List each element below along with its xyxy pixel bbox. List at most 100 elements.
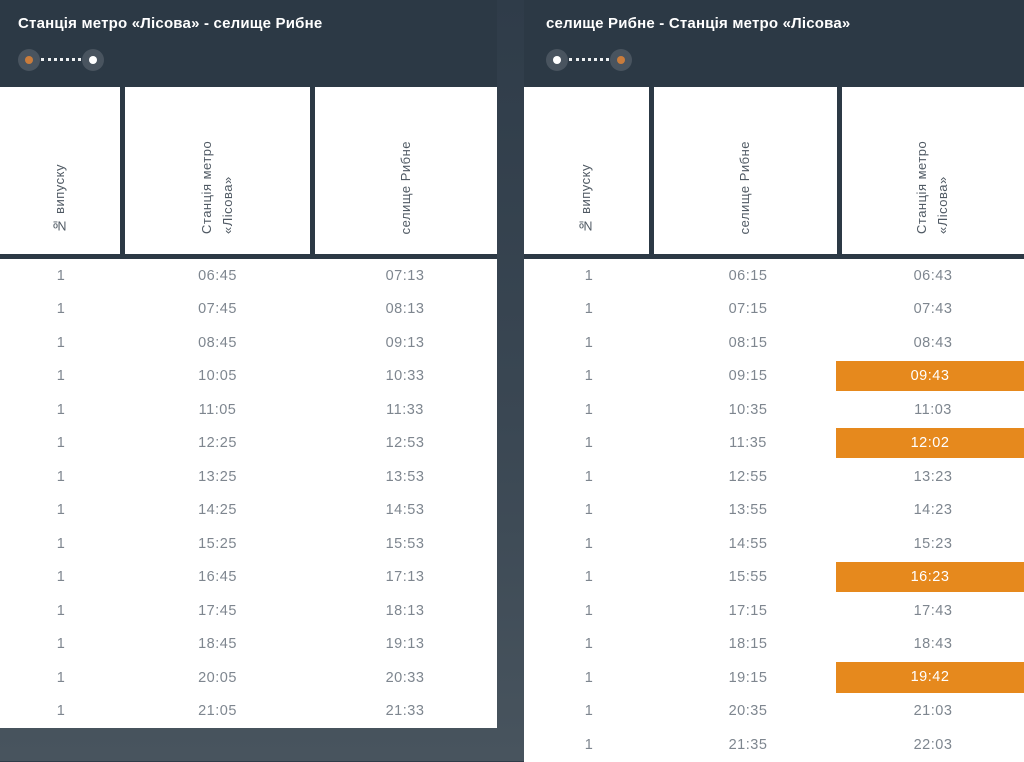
arrival-time-cell: 15:23	[913, 535, 953, 552]
timetable-row: 1 10:35 11:03	[524, 393, 1024, 427]
arrival-time-cell: 10:33	[385, 368, 425, 385]
timetable-row: 1 14:55 15:23	[524, 527, 1024, 561]
departure-time-cell: 17:45	[198, 602, 237, 619]
arrival-time-cell: 13:23	[913, 468, 953, 485]
timetable-row: 1 11:05 11:33	[0, 393, 497, 427]
arrival-time-cell: 13:53	[385, 468, 425, 485]
route-start-circle	[546, 48, 568, 71]
departure-time-cell: 17:15	[728, 602, 768, 619]
route-dotted-line	[41, 58, 81, 62]
timetable-row: 1 21:05 21:33	[0, 695, 497, 729]
departure-time-cell: 14:55	[728, 535, 768, 552]
timetable-row: 1 06:45 07:13	[0, 259, 497, 293]
departure-time-cell: 13:55	[728, 502, 768, 519]
trip-number-cell: 1	[56, 301, 66, 318]
departure-time-cell: 21:35	[728, 736, 768, 753]
panel-header: Станція метро «Лісова» - селище Рибне	[0, 0, 497, 87]
departure-time-cell: 12:55	[728, 468, 768, 485]
trip-number-cell: 1	[56, 669, 66, 686]
trip-number-cell: 1	[584, 267, 594, 284]
trip-number-cell: 1	[584, 301, 594, 318]
trip-number-cell: 1	[56, 468, 66, 485]
arrival-time-cell: 18:43	[913, 636, 953, 653]
trip-number-cell: 1	[584, 602, 594, 619]
trip-number-cell: 1	[56, 602, 66, 619]
departure-time-cell: 20:05	[198, 669, 237, 686]
departure-time-cell: 09:15	[728, 368, 768, 385]
timetable-row: 1 12:55 13:23	[524, 460, 1024, 494]
timetable-row: 1 17:45 18:13	[0, 594, 497, 628]
timetable-row: 1 20:05 20:33	[0, 661, 497, 695]
departure-time-cell: 07:15	[728, 301, 768, 318]
trip-number-cell: 1	[584, 401, 594, 418]
arrival-time-cell: 19:42	[836, 661, 1024, 695]
route-direction-indicator	[546, 48, 632, 71]
arrival-time-cell: 11:33	[386, 401, 424, 418]
arrival-time-cell: 12:53	[385, 435, 425, 452]
departure-time-cell: 07:45	[198, 301, 237, 318]
arrival-time-cell: 08:13	[385, 301, 425, 318]
table-header-row: № випуску Станція метро «Лісова» селище …	[0, 87, 497, 259]
trip-number-cell: 1	[584, 502, 594, 519]
arrival-time-cell: 20:33	[385, 669, 425, 686]
timetable-row: 1 15:25 15:53	[0, 527, 497, 561]
departure-time-cell: 08:45	[198, 334, 237, 351]
trip-number-cell: 1	[56, 401, 66, 418]
departure-time-cell: 12:25	[198, 435, 237, 452]
timetable-panel-return: селище Рибне - Станція метро «Лісова» № …	[524, 0, 1024, 762]
column-header-arrival-stop: Станція метро «Лісова»	[842, 87, 1024, 254]
arrival-time-cell: 17:43	[913, 602, 953, 619]
trip-number-cell: 1	[584, 334, 594, 351]
departure-time-cell: 11:35	[729, 435, 767, 452]
arrival-time-cell: 14:53	[385, 502, 425, 519]
trip-number-cell: 1	[584, 435, 594, 452]
trip-number-cell: 1	[56, 267, 66, 284]
trip-number-cell: 1	[56, 535, 66, 552]
departure-time-cell: 15:55	[728, 569, 768, 586]
arrival-time-cell: 08:43	[913, 334, 953, 351]
trip-number-cell: 1	[56, 636, 66, 653]
arrival-time-cell: 07:43	[913, 301, 953, 318]
departure-time-cell: 06:15	[728, 267, 768, 284]
timetable-row: 1 12:25 12:53	[0, 427, 497, 461]
arrival-time-cell: 14:23	[913, 502, 953, 519]
timetable-row: 1 08:15 08:43	[524, 326, 1024, 360]
trip-number-cell: 1	[56, 334, 66, 351]
timetable-row: 1 07:15 07:43	[524, 293, 1024, 327]
arrival-time-cell: 15:53	[385, 535, 425, 552]
departure-time-cell: 08:15	[728, 334, 768, 351]
arrival-time-cell: 16:23	[836, 561, 1024, 595]
route-end-dot-icon	[89, 55, 97, 64]
highlighted-arrival-time: 09:43	[836, 360, 1024, 391]
arrival-time-cell: 18:13	[385, 602, 425, 619]
route-start-dot-icon	[553, 55, 561, 64]
column-header-departure-stop: Станція метро «Лісова»	[125, 87, 310, 254]
departure-time-cell: 11:05	[198, 401, 237, 418]
route-title: Станція метро «Лісова» - селище Рибне	[18, 15, 323, 32]
column-header-trip-number: № випуску	[524, 87, 649, 254]
highlighted-arrival-time: 19:42	[836, 662, 1024, 693]
timetable-row: 1 10:05 10:33	[0, 360, 497, 394]
timetable-row: 1 16:45 17:13	[0, 561, 497, 595]
timetable-row: 1 06:15 06:43	[524, 259, 1024, 293]
departure-time-cell: 13:25	[198, 468, 237, 485]
timetable-body: 1 06:15 06:43 1 07:15 07:43 1 08:15 08:43 1 09:15 0…	[524, 259, 1024, 762]
arrival-time-cell: 07:13	[385, 267, 425, 284]
highlighted-arrival-time: 16:23	[836, 561, 1024, 592]
arrival-time-cell: 19:13	[385, 636, 425, 653]
trip-number-cell: 1	[584, 669, 594, 686]
departure-time-cell: 10:35	[728, 401, 768, 418]
arrival-time-cell: 21:03	[913, 703, 953, 720]
route-dotted-line	[569, 58, 609, 62]
trip-number-cell: 1	[56, 569, 66, 586]
arrival-time-cell: 06:43	[913, 267, 953, 284]
timetable-row: 1 13:55 14:23	[524, 494, 1024, 528]
departure-time-cell: 21:05	[198, 703, 237, 720]
arrival-time-cell: 17:13	[385, 569, 425, 586]
timetable-body: 1 06:45 07:13 1 07:45 08:13 1 08:45 09:13 1 10:05 1…	[0, 259, 497, 728]
trip-number-cell: 1	[584, 368, 594, 385]
timetable-row: 1 18:15 18:43	[524, 628, 1024, 662]
departure-time-cell: 10:05	[198, 368, 237, 385]
timetable-row: 1 19:15 19:42	[524, 661, 1024, 695]
route-end-circle	[82, 48, 104, 71]
